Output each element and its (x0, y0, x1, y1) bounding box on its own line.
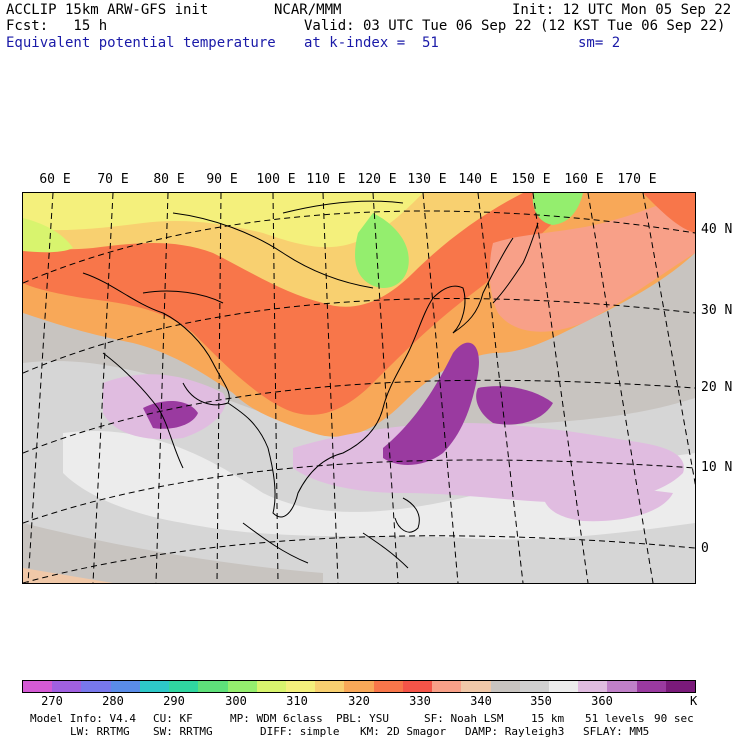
lon-label: 140 E (458, 172, 498, 187)
colorbar-tick: 310 (286, 694, 308, 708)
colorbar-swatch (490, 681, 520, 692)
field-purple-pacific-east (476, 386, 553, 425)
km-scheme: KM: 2D Smagor (360, 725, 447, 738)
colorbar (22, 680, 696, 693)
field-pacific-orange (489, 193, 695, 332)
lon-label: 150 E (511, 172, 551, 187)
model-title: ACCLIP 15km ARW-GFS init (6, 2, 209, 18)
field-pacific-red (643, 193, 695, 233)
colorbar-swatch (636, 681, 666, 692)
field-green-mongolia (355, 213, 409, 288)
colorbar-swatch (344, 681, 374, 692)
lat-label: 30 N (701, 303, 733, 318)
colorbar-swatch (461, 681, 491, 692)
theta-e-map (23, 193, 695, 583)
colorbar-swatch (432, 681, 462, 692)
colorbar-swatch (548, 681, 579, 692)
graticule (23, 193, 695, 583)
longwave-scheme: LW: RRTMG (70, 725, 130, 738)
colorbar-swatch (52, 681, 82, 692)
model-info: Model Info: V4.4 (30, 712, 136, 725)
field-green-west (23, 218, 73, 253)
field-yellow-zone (23, 193, 423, 248)
coastlines (82, 200, 539, 569)
field-name: Equivalent potential temperature (6, 35, 276, 51)
field-purple-philippine-sea (383, 342, 479, 465)
colorbar-tick: 340 (470, 694, 492, 708)
field-white-band (63, 431, 695, 540)
colorbar-swatch (578, 681, 608, 692)
lon-label: 120 E (357, 172, 397, 187)
colorbar-swatch (81, 681, 111, 692)
field-sw-orange (23, 568, 113, 583)
colorbar-tick: 270 (41, 694, 63, 708)
colorbar-swatch (169, 681, 199, 692)
valid-time: Valid: 03 UTC Tue 06 Sep 22 (12 KST Tue … (304, 18, 726, 34)
colorbar-tick: 360 (591, 694, 613, 708)
lat-label: 20 N (701, 380, 733, 395)
damping-scheme: DAMP: Rayleigh3 (465, 725, 565, 738)
lat-label: 40 N (701, 222, 733, 237)
shortwave-scheme: SW: RRTMG (153, 725, 213, 738)
colorbar-swatch (285, 681, 316, 692)
lon-label: 130 E (407, 172, 447, 187)
grid-spacing: 15 km (531, 712, 565, 725)
colorbar-unit: K (690, 694, 698, 708)
lat-label: 10 N (701, 460, 733, 475)
colorbar-tick: 300 (225, 694, 247, 708)
forecast-hour: Fcst: 15 h (6, 18, 108, 34)
map-panel (22, 192, 696, 584)
colorbar-swatch (402, 681, 433, 692)
colorbar-swatch (110, 681, 140, 692)
diffusion-scheme: DIFF: simple (260, 725, 340, 738)
lat-label: 0 (701, 541, 709, 556)
colorbar-tick: 330 (409, 694, 431, 708)
lon-label: 90 E (206, 172, 238, 187)
lon-label: 60 E (39, 172, 71, 187)
colorbar-tick: 290 (163, 694, 185, 708)
field-purple-bay-of-bengal (143, 401, 198, 429)
timestep: 90 sec (654, 712, 694, 725)
colorbar-swatch (665, 681, 696, 692)
colorbar-tick: 320 (348, 694, 370, 708)
colorbar-swatch (607, 681, 637, 692)
lon-label: 80 E (153, 172, 185, 187)
colorbar-swatch (373, 681, 403, 692)
colorbar-swatch (256, 681, 286, 692)
colorbar-swatch (519, 681, 549, 692)
colorbar-tick: 350 (530, 694, 552, 708)
cumulus-scheme: CU: KF (153, 712, 193, 725)
field-red-zone (23, 193, 583, 415)
vertical-levels: 51 levels (585, 712, 645, 725)
lon-label: 100 E (256, 172, 296, 187)
surface-layer-scheme: SFLAY: MM5 (583, 725, 650, 738)
field-south-grey (23, 523, 323, 583)
colorbar-swatch (23, 681, 53, 692)
colorbar-swatch (315, 681, 345, 692)
colorbar-swatch (139, 681, 170, 692)
lon-label: 110 E (306, 172, 346, 187)
pbl-scheme: PBL: YSU (336, 712, 389, 725)
init-time: Init: 12 UTC Mon 05 Sep 22 (512, 2, 732, 18)
colorbar-swatch (198, 681, 228, 692)
smoothing-label: sm= 2 (578, 35, 621, 51)
colorbar-swatch (227, 681, 257, 692)
field-green-pacific (532, 193, 583, 225)
microphysics-scheme: MP: WDM 6class (230, 712, 323, 725)
lon-label: 170 E (617, 172, 657, 187)
org-label: NCAR/MMM (274, 2, 342, 18)
surface-scheme: SF: Noah LSM (424, 712, 504, 725)
colorbar-tick: 280 (102, 694, 124, 708)
lon-label: 70 E (97, 172, 129, 187)
level-label: at k-index = 51 (304, 35, 439, 51)
lon-label: 160 E (564, 172, 604, 187)
